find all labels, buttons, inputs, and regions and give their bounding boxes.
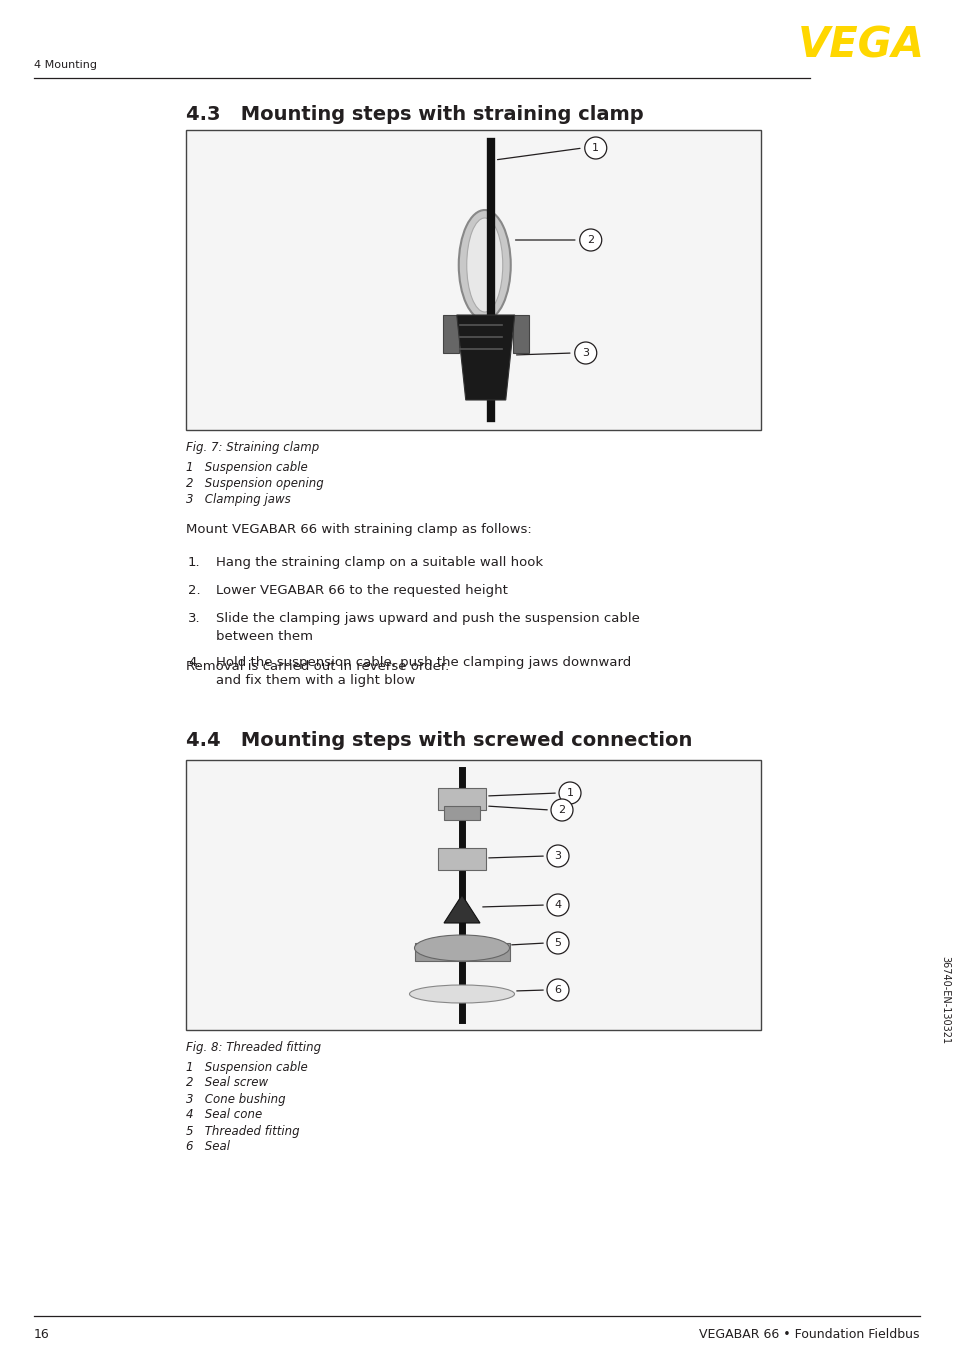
Text: Mount VEGABAR 66 with straining clamp as follows:: Mount VEGABAR 66 with straining clamp as… (186, 524, 531, 536)
Text: 1   Suspension cable: 1 Suspension cable (186, 460, 308, 474)
Text: 3   Clamping jaws: 3 Clamping jaws (186, 493, 291, 505)
Text: 3   Cone bushing: 3 Cone bushing (186, 1093, 285, 1105)
Text: Fig. 7: Straining clamp: Fig. 7: Straining clamp (186, 441, 319, 455)
Text: Fig. 8: Threaded fitting: Fig. 8: Threaded fitting (186, 1041, 321, 1055)
Circle shape (546, 894, 568, 917)
Circle shape (558, 783, 580, 804)
Text: 3: 3 (554, 852, 561, 861)
Text: 4: 4 (554, 900, 561, 910)
Text: 4.3   Mounting steps with straining clamp: 4.3 Mounting steps with straining clamp (186, 106, 643, 125)
FancyBboxPatch shape (443, 806, 479, 821)
Text: 2: 2 (587, 236, 594, 245)
Circle shape (551, 799, 573, 821)
Text: 5: 5 (554, 938, 561, 948)
Text: 2   Suspension opening: 2 Suspension opening (186, 477, 323, 490)
Text: 2: 2 (558, 806, 565, 815)
Circle shape (574, 343, 597, 364)
Text: 4.4   Mounting steps with screwed connection: 4.4 Mounting steps with screwed connecti… (186, 731, 692, 750)
Text: VEGABAR 66 • Foundation Fieldbus: VEGABAR 66 • Foundation Fieldbus (699, 1327, 919, 1340)
Text: and fix them with a light blow: and fix them with a light blow (215, 674, 415, 686)
Text: VEGA: VEGA (797, 24, 924, 66)
Text: 4.: 4. (188, 655, 200, 669)
FancyBboxPatch shape (437, 848, 485, 871)
FancyBboxPatch shape (437, 788, 485, 810)
Text: 4   Seal cone: 4 Seal cone (186, 1109, 262, 1121)
Text: 1: 1 (566, 788, 573, 798)
Text: 6: 6 (554, 984, 561, 995)
Text: 16: 16 (34, 1327, 50, 1340)
Text: 2.: 2. (188, 584, 200, 597)
Text: 3: 3 (581, 348, 589, 357)
Text: 1: 1 (592, 144, 598, 153)
Circle shape (584, 137, 606, 158)
Text: 2   Seal screw: 2 Seal screw (186, 1076, 268, 1090)
Text: 1   Suspension cable: 1 Suspension cable (186, 1060, 308, 1074)
Ellipse shape (409, 984, 514, 1003)
Text: 36740-EN-130321: 36740-EN-130321 (939, 956, 949, 1044)
Text: Hold the suspension cable, push the clamping jaws downward: Hold the suspension cable, push the clam… (215, 655, 631, 669)
Text: 4 Mounting: 4 Mounting (34, 60, 97, 70)
Polygon shape (443, 895, 479, 923)
Circle shape (579, 229, 601, 250)
Bar (186, 130, 760, 431)
Ellipse shape (458, 210, 510, 320)
FancyBboxPatch shape (442, 315, 458, 353)
FancyBboxPatch shape (512, 315, 528, 353)
Text: Removal is carried out in reverse order.: Removal is carried out in reverse order. (186, 659, 449, 673)
Text: Slide the clamping jaws upward and push the suspension cable: Slide the clamping jaws upward and push … (215, 612, 639, 626)
Circle shape (546, 932, 568, 955)
Polygon shape (456, 315, 515, 399)
Text: between them: between them (215, 630, 313, 643)
Ellipse shape (414, 936, 509, 961)
Text: Hang the straining clamp on a suitable wall hook: Hang the straining clamp on a suitable w… (215, 556, 542, 569)
Bar (186, 760, 760, 1030)
Ellipse shape (466, 218, 502, 311)
Circle shape (546, 845, 568, 867)
Text: Lower VEGABAR 66 to the requested height: Lower VEGABAR 66 to the requested height (215, 584, 507, 597)
Text: 5   Threaded fitting: 5 Threaded fitting (186, 1125, 299, 1137)
FancyBboxPatch shape (415, 942, 510, 961)
Text: 1.: 1. (188, 556, 200, 569)
Circle shape (546, 979, 568, 1001)
Text: 6   Seal: 6 Seal (186, 1140, 230, 1154)
Text: 3.: 3. (188, 612, 200, 626)
